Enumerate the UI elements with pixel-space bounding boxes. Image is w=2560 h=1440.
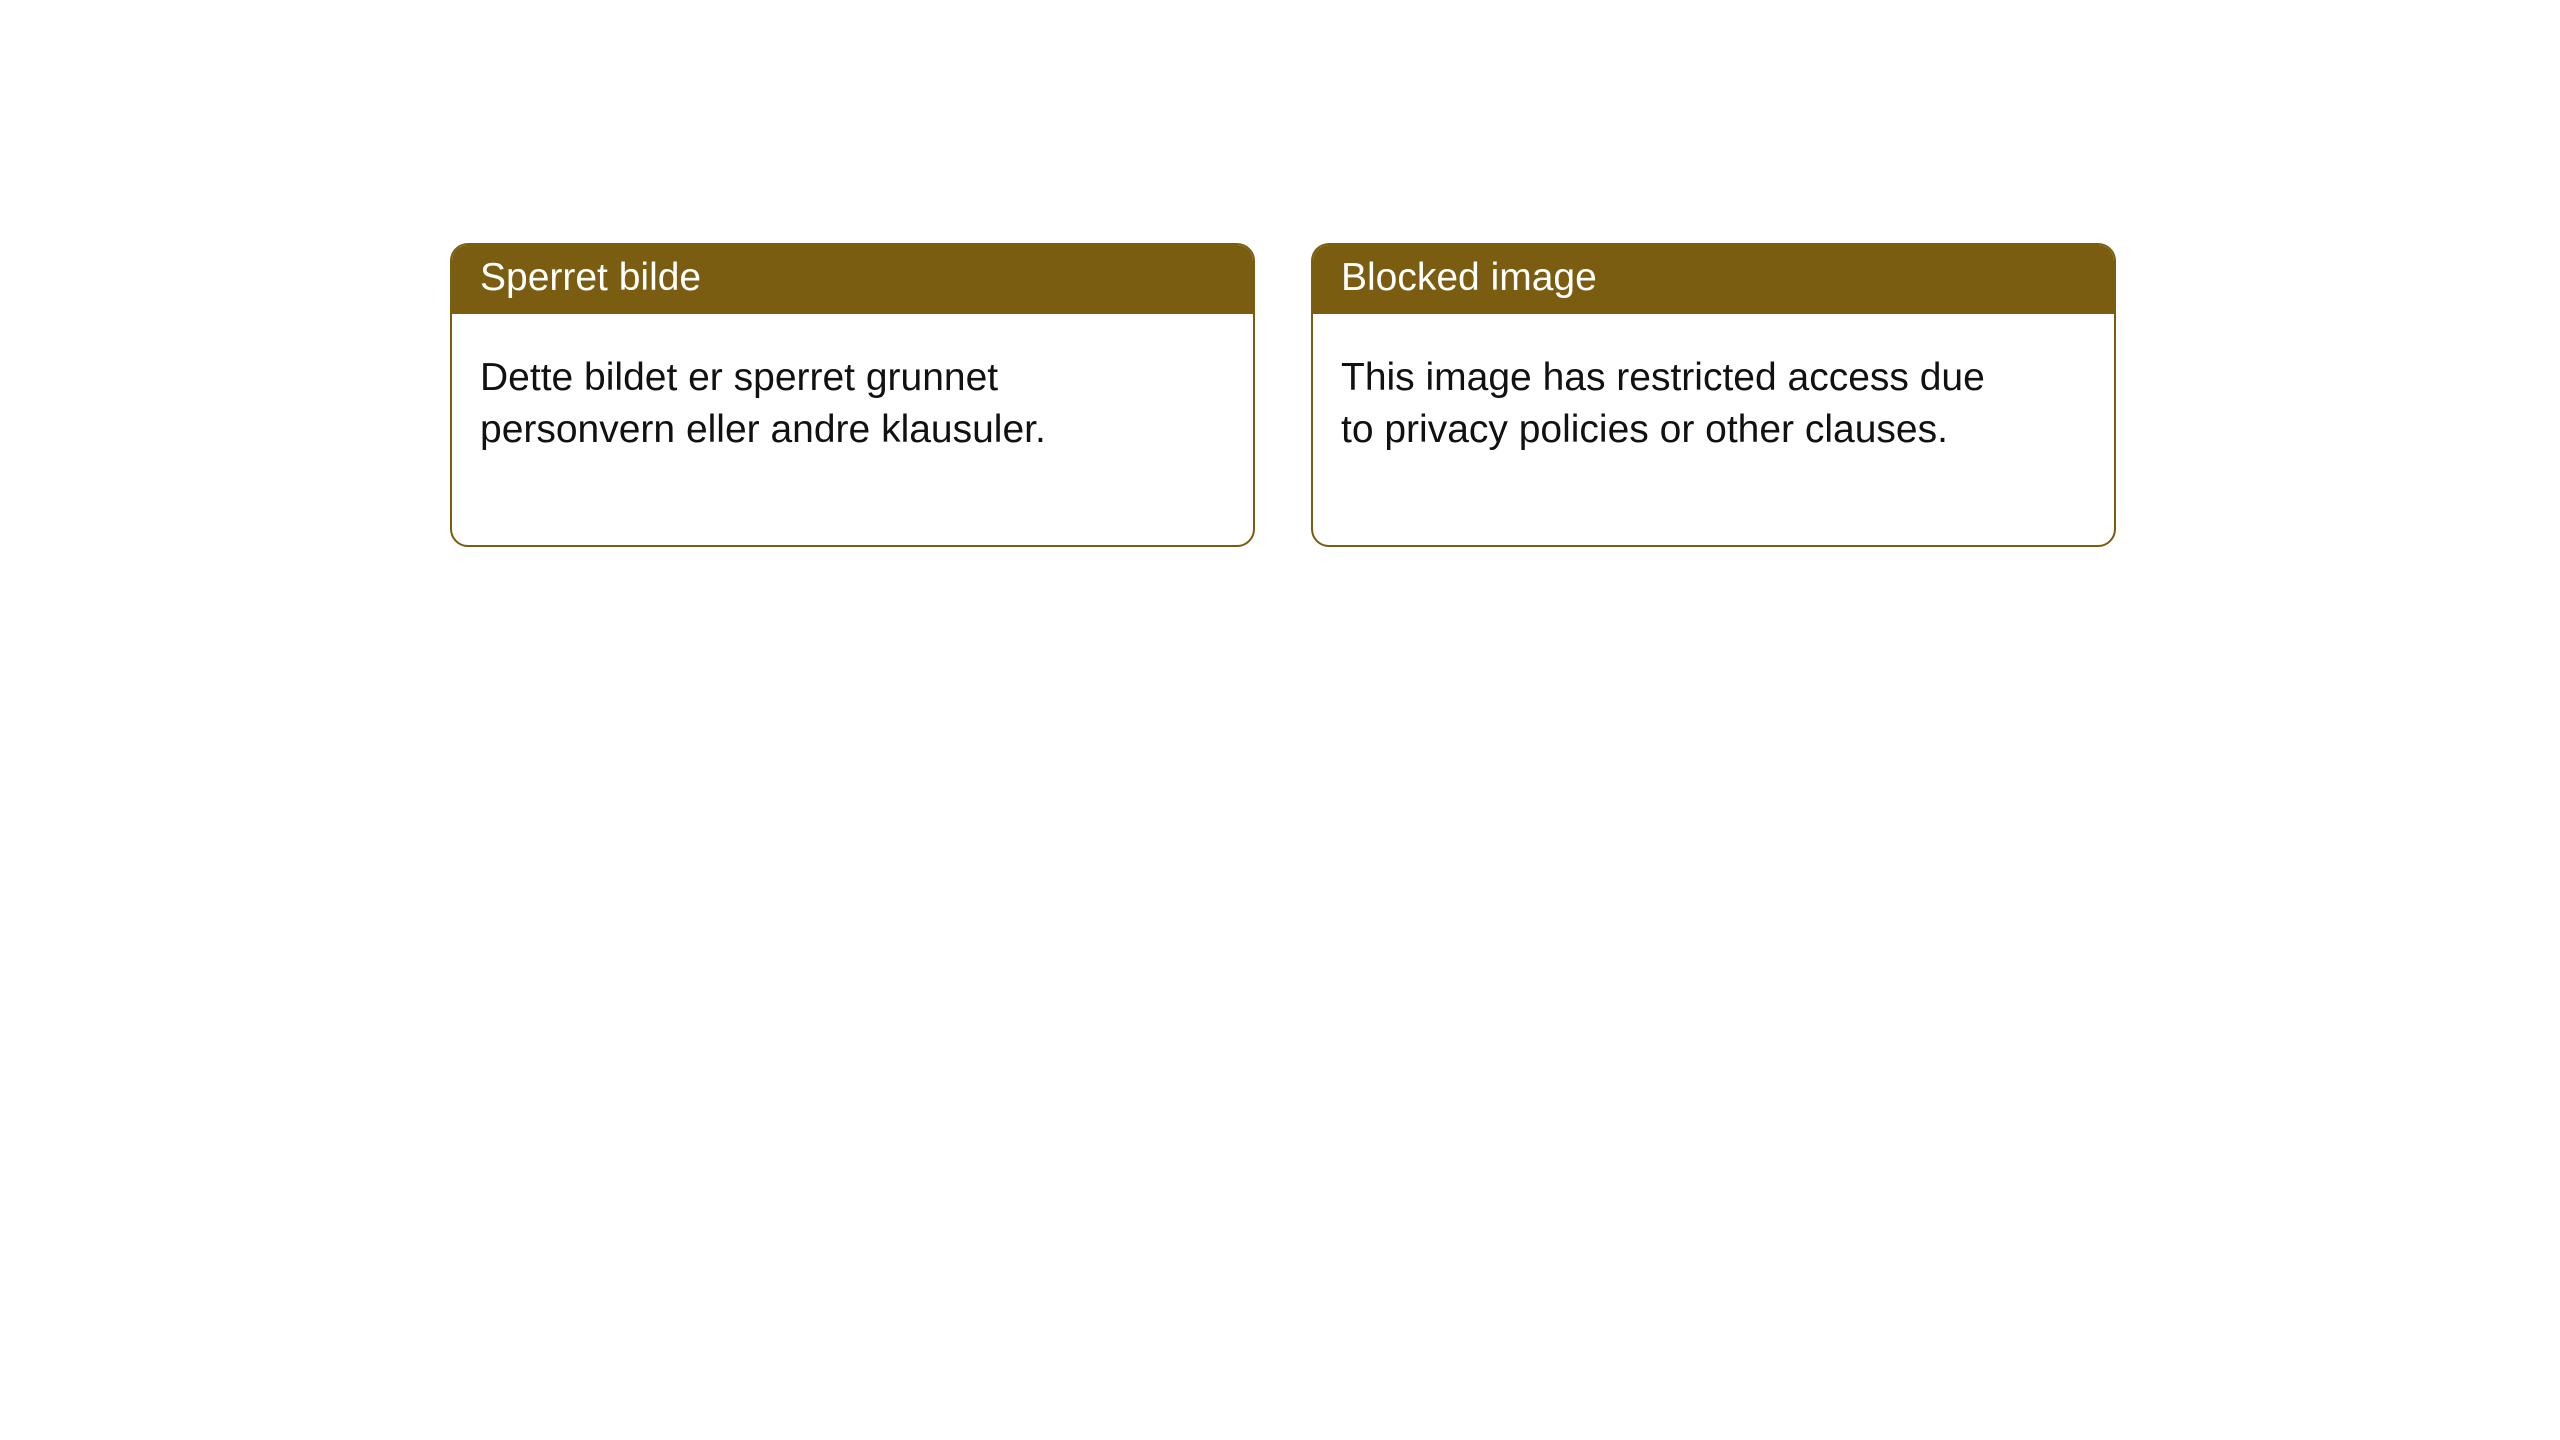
notice-card-norwegian: Sperret bilde Dette bildet er sperret gr… (450, 243, 1255, 547)
notice-card-english: Blocked image This image has restricted … (1311, 243, 2116, 547)
notice-header-english: Blocked image (1313, 245, 2114, 314)
notice-container: Sperret bilde Dette bildet er sperret gr… (0, 0, 2560, 547)
notice-header-norwegian: Sperret bilde (452, 245, 1253, 314)
notice-body-norwegian: Dette bildet er sperret grunnet personve… (452, 314, 1152, 545)
notice-body-english: This image has restricted access due to … (1313, 314, 2013, 545)
